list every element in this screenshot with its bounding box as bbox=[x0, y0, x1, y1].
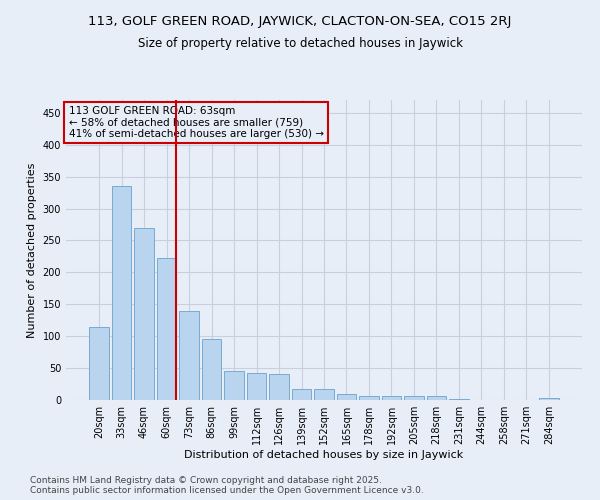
Text: 113 GOLF GREEN ROAD: 63sqm
← 58% of detached houses are smaller (759)
41% of sem: 113 GOLF GREEN ROAD: 63sqm ← 58% of deta… bbox=[68, 106, 323, 139]
Bar bbox=[247, 372, 266, 400]
Bar bbox=[427, 396, 446, 400]
Bar bbox=[382, 396, 401, 400]
X-axis label: Distribution of detached houses by size in Jaywick: Distribution of detached houses by size … bbox=[184, 450, 464, 460]
Bar bbox=[179, 310, 199, 400]
Bar bbox=[292, 389, 311, 400]
Bar bbox=[112, 186, 131, 400]
Bar bbox=[157, 258, 176, 400]
Y-axis label: Number of detached properties: Number of detached properties bbox=[27, 162, 37, 338]
Bar bbox=[269, 374, 289, 400]
Bar bbox=[134, 228, 154, 400]
Text: Size of property relative to detached houses in Jaywick: Size of property relative to detached ho… bbox=[137, 38, 463, 51]
Bar bbox=[89, 326, 109, 400]
Bar bbox=[359, 396, 379, 400]
Text: 113, GOLF GREEN ROAD, JAYWICK, CLACTON-ON-SEA, CO15 2RJ: 113, GOLF GREEN ROAD, JAYWICK, CLACTON-O… bbox=[88, 15, 512, 28]
Bar bbox=[224, 372, 244, 400]
Bar bbox=[314, 389, 334, 400]
Text: Contains HM Land Registry data © Crown copyright and database right 2025.
Contai: Contains HM Land Registry data © Crown c… bbox=[30, 476, 424, 495]
Bar bbox=[404, 396, 424, 400]
Bar bbox=[337, 394, 356, 400]
Bar bbox=[539, 398, 559, 400]
Bar bbox=[202, 340, 221, 400]
Bar bbox=[449, 398, 469, 400]
